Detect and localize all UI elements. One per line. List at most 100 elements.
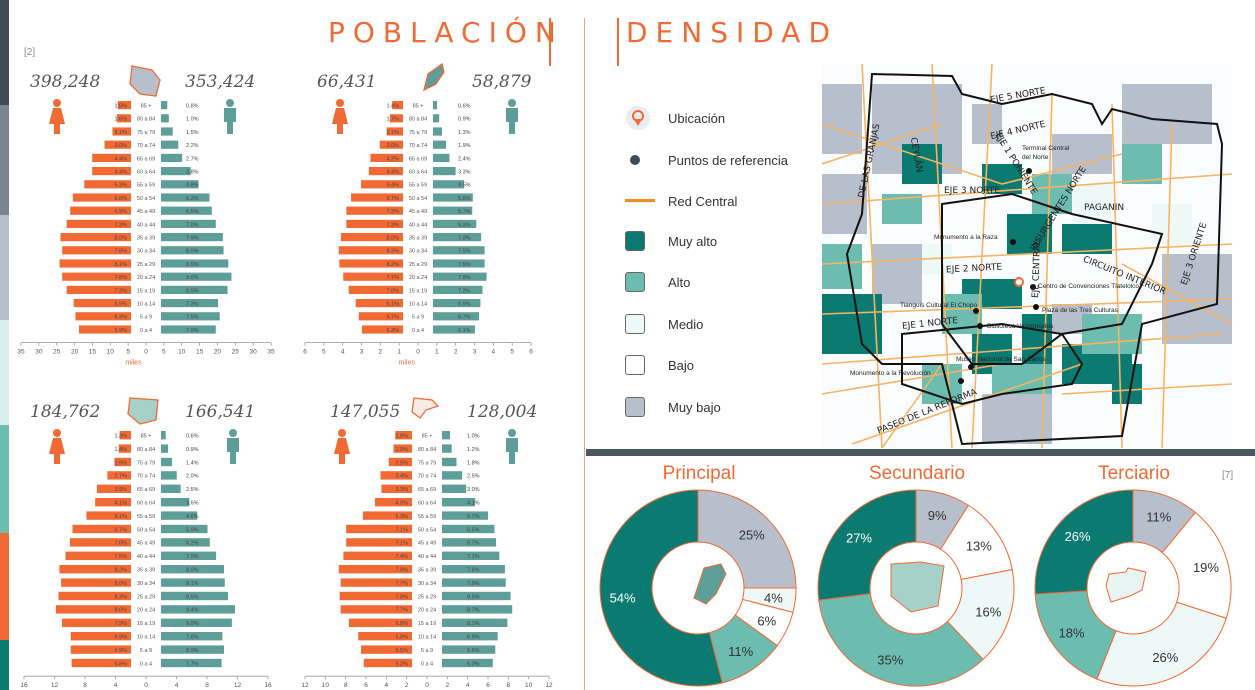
male-bar xyxy=(161,101,168,110)
legend-label: Medio xyxy=(668,316,704,332)
age-label: 45 a 49 xyxy=(137,541,155,547)
tick-label: 10 xyxy=(525,682,533,689)
age-label: 80 a 84 xyxy=(418,447,436,453)
donut-terciario: 26% 11% 19% 26% 18% xyxy=(1034,489,1232,687)
side-strip-1 xyxy=(0,0,9,105)
female-pct-label: 8.2% xyxy=(114,568,127,574)
tick-label: 30 xyxy=(250,349,258,356)
tick-label: 10 xyxy=(178,349,186,356)
male-bar xyxy=(161,578,225,587)
male-pct-label: 8.1% xyxy=(467,621,480,627)
female-bar xyxy=(340,578,412,587)
tick-label: 8 xyxy=(205,682,209,689)
female-bar xyxy=(343,551,412,560)
male-bar xyxy=(442,431,451,440)
region-outline-icon xyxy=(423,62,445,92)
male-pct-label: 1.4% xyxy=(186,460,199,466)
map-graphic xyxy=(822,64,1232,448)
female-pct-label: 8.6% xyxy=(114,608,127,614)
male-pct-label: 1.3% xyxy=(458,130,471,136)
age-label: 65 a 69 xyxy=(137,156,155,162)
region-outline-icon xyxy=(129,65,161,97)
female-pct-label: 6.9% xyxy=(114,635,127,641)
male-pct-label: 8.0% xyxy=(186,568,199,574)
female-pct-label: 7.7% xyxy=(395,608,408,614)
male-bar xyxy=(161,431,166,440)
point-san-carlos xyxy=(968,364,974,370)
male-bar xyxy=(433,206,473,215)
male-bar xyxy=(433,272,487,281)
age-label: 50 a 54 xyxy=(137,196,155,202)
male-bar xyxy=(161,167,191,176)
female-pct-label: 1.4% xyxy=(386,104,399,110)
donut-value-label: 27% xyxy=(846,531,872,546)
female-bar xyxy=(340,605,412,614)
female-bar xyxy=(107,471,131,480)
male-bar xyxy=(433,325,475,334)
map-reference-points xyxy=(958,168,1039,384)
male-bar xyxy=(161,180,199,189)
unit-label: miles xyxy=(125,360,142,367)
female-bar xyxy=(361,180,403,189)
male-pct-label: 6.1% xyxy=(458,328,471,334)
female-total-4: 147,055 xyxy=(330,402,401,422)
female-pct-label: 5.3% xyxy=(386,328,399,334)
male-bar xyxy=(161,233,223,242)
tick-label: 3 xyxy=(473,349,477,356)
male-pct-label: 1.8% xyxy=(467,460,480,466)
female-bar xyxy=(388,457,412,467)
female-bar xyxy=(70,206,131,215)
female-pct-label: 7.8% xyxy=(114,249,127,255)
female-bar xyxy=(62,272,131,281)
male-pct-label: 2.0% xyxy=(186,474,199,480)
tick-label: 4 xyxy=(114,682,118,689)
place-label: Monumento a la Revolución xyxy=(850,370,931,377)
female-pct-label: 5.8% xyxy=(395,635,408,641)
pyramid-icons xyxy=(49,62,518,464)
age-label: 5 a 9 xyxy=(421,648,433,654)
female-bar xyxy=(119,431,131,440)
female-pct-label: 1.6% xyxy=(114,117,127,123)
donut-slice xyxy=(1034,489,1134,595)
secundario-region-icon xyxy=(890,561,945,613)
female-pct-label: 7.3% xyxy=(386,209,399,215)
male-bar xyxy=(442,471,463,480)
age-label: 0 a 4 xyxy=(421,661,433,667)
male-pct-label: 6.7% xyxy=(458,315,471,321)
female-bar xyxy=(96,484,131,493)
pyramid-3: 85 + 1.3% 0.6% 80 a 84 1.4% 0.9% 75 a 79 1.9% 1.… xyxy=(20,431,272,689)
male-bar xyxy=(433,193,473,202)
male-bar xyxy=(442,511,489,520)
male-bar xyxy=(161,219,216,228)
tick-label: 25 xyxy=(232,349,240,356)
point-tlatelolco xyxy=(1030,284,1036,290)
male-pct-label: 0.6% xyxy=(186,434,199,440)
place-label: Biblioteca Vasconcelos xyxy=(987,323,1054,330)
age-label: 25 a 29 xyxy=(137,262,155,268)
age-label: 85 + xyxy=(413,104,424,110)
age-label: 40 a 44 xyxy=(137,222,155,228)
donut-charts: 54% 25% 4% 6% 11% 27% 9% 13% 16% 35% 26% 11% 19% 26% 1… xyxy=(599,489,1232,687)
female-bar xyxy=(75,312,131,321)
legend-label: Ubicación xyxy=(668,110,726,126)
male-bar xyxy=(161,618,232,627)
female-bar xyxy=(380,471,412,480)
tick-label: 0 xyxy=(144,349,148,356)
female-bar xyxy=(348,285,403,294)
male-pct-label: 2.5% xyxy=(186,487,199,493)
age-label: 30 a 34 xyxy=(418,581,436,587)
female-bar xyxy=(351,193,403,202)
male-pct-label: 6.5% xyxy=(186,209,199,215)
male-bar xyxy=(161,457,173,467)
legend-muy-bajo: Muy bajo xyxy=(625,394,721,420)
age-label: 80 a 84 xyxy=(137,447,155,453)
female-total-3: 184,762 xyxy=(30,402,101,422)
donut-title-principal: Principal xyxy=(662,463,736,484)
point-terminal-norte xyxy=(1026,168,1032,174)
female-pct-label: 6.1% xyxy=(386,302,399,308)
donut-value-label: 25% xyxy=(739,527,765,542)
female-pct-label: 6.8% xyxy=(395,621,408,627)
female-bar xyxy=(395,431,412,440)
female-pct-label: 3.0% xyxy=(114,143,127,149)
legend-label: Puntos de referencia xyxy=(668,152,788,168)
